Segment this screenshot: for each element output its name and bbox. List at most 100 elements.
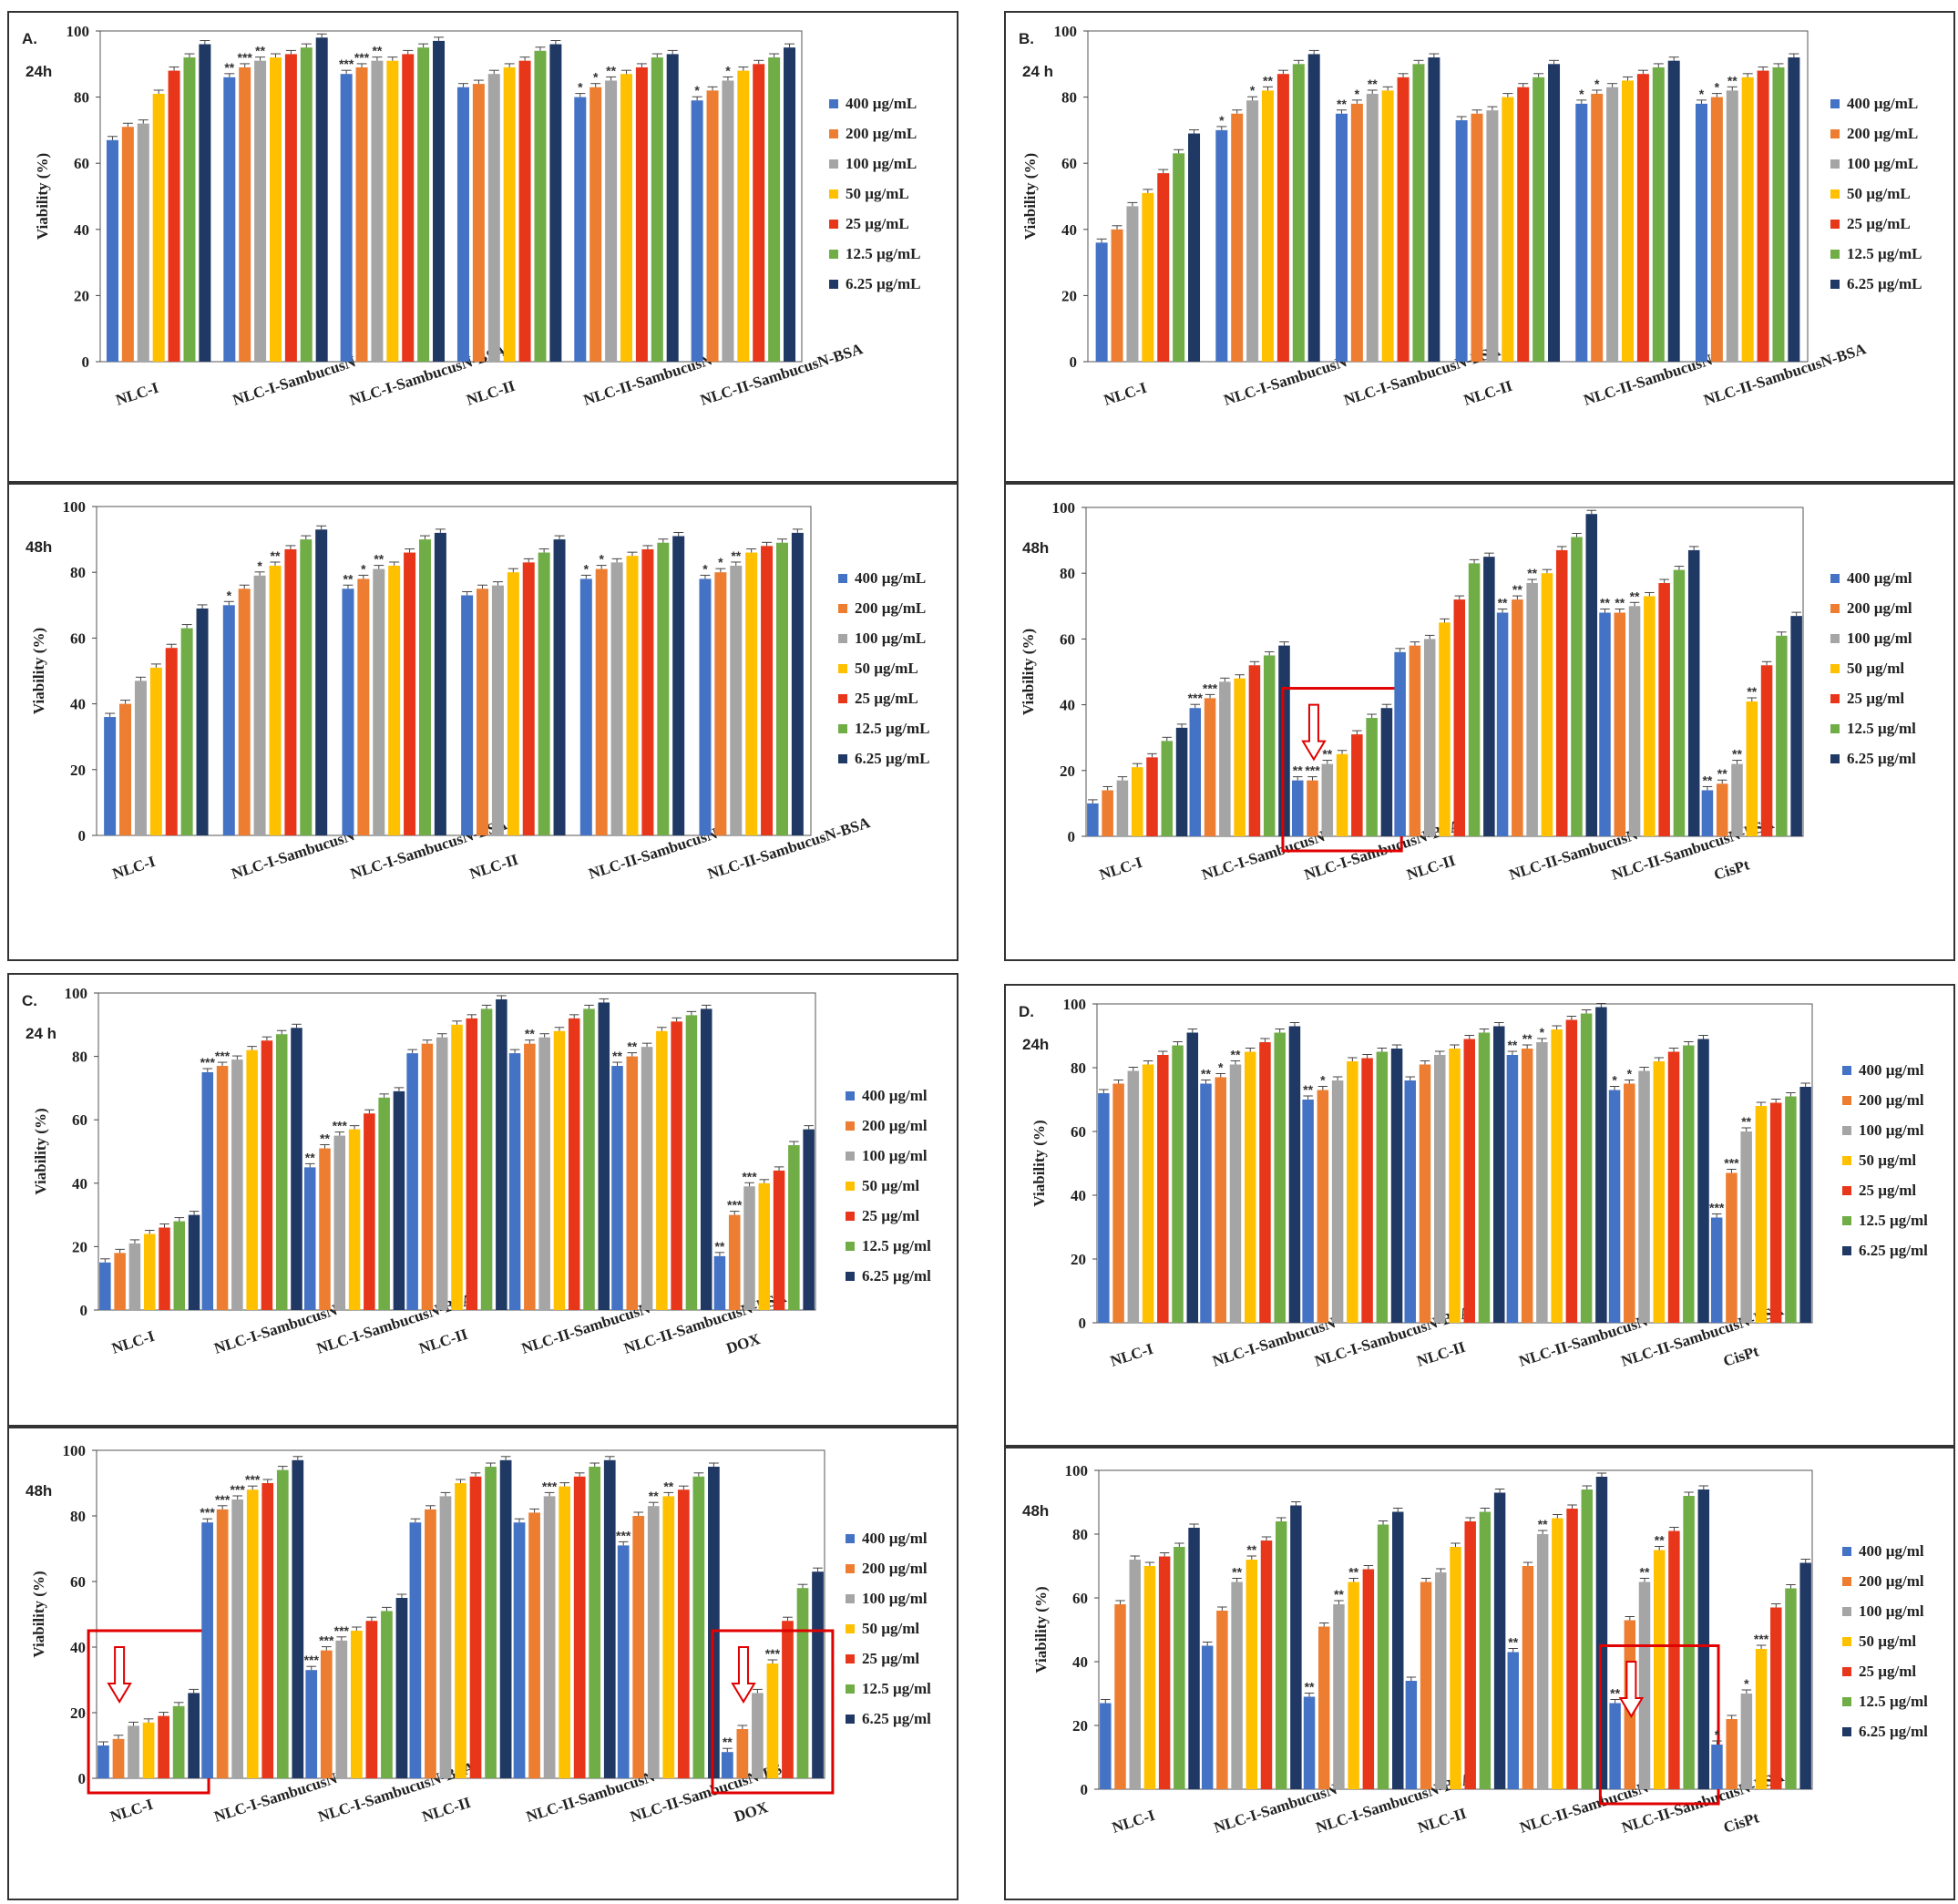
bar	[1799, 1087, 1811, 1323]
legend-label: 12.5 µg/mL	[855, 720, 930, 737]
bar	[1246, 1560, 1258, 1789]
panel-label: D.	[1019, 1003, 1034, 1020]
bar	[782, 1621, 794, 1778]
legend-swatch	[1842, 1156, 1851, 1165]
bar	[1548, 64, 1561, 363]
bar	[97, 1745, 109, 1778]
bar	[657, 542, 670, 835]
bar	[568, 1018, 580, 1310]
significance-mark: **	[723, 1735, 733, 1749]
significance-mark: *	[361, 561, 366, 576]
bar	[291, 1028, 302, 1310]
bar	[1276, 74, 1289, 362]
bar	[775, 542, 788, 835]
legend-label: 200 µg/ml	[862, 1560, 928, 1577]
bar	[513, 1522, 526, 1778]
significance-mark: ***	[231, 1482, 246, 1497]
legend-label: 25 µg/ml	[862, 1650, 919, 1667]
y-tick-label: 0	[80, 1302, 88, 1319]
significance-mark: ***	[542, 1479, 558, 1493]
significance-mark: **	[271, 548, 281, 563]
bar	[1248, 665, 1261, 836]
significance-mark: ***	[1203, 681, 1218, 695]
bar	[700, 1008, 712, 1310]
bar	[371, 60, 384, 363]
category-label: NLC-II	[417, 1326, 470, 1357]
legend-label: 6.25 µg/ml	[1859, 1242, 1928, 1259]
bar	[1186, 1032, 1199, 1323]
bar	[121, 127, 134, 362]
significance-mark: *	[227, 588, 232, 602]
bar	[1146, 757, 1158, 836]
y-axis-label: Viability (%)	[1020, 629, 1037, 715]
bar	[292, 1459, 304, 1778]
bar	[538, 1037, 550, 1310]
bar	[784, 47, 796, 363]
category-label: NLC-I	[110, 853, 158, 883]
bar	[1423, 639, 1436, 836]
chart-panel-b-48h: 0 20 40 60 80 100 Viability (%) 48h NLC-I *** *** N…	[1004, 483, 1955, 961]
bar	[603, 1459, 616, 1778]
bar	[1683, 1045, 1695, 1323]
bar	[1173, 153, 1185, 362]
bar	[635, 67, 648, 363]
bar	[1785, 1096, 1797, 1323]
bar	[579, 578, 592, 835]
bar	[1439, 622, 1451, 836]
bar	[199, 44, 211, 363]
bar	[574, 97, 587, 362]
bar	[1506, 1055, 1519, 1323]
significance-mark: **	[1655, 1533, 1665, 1548]
legend-label: 400 µg/ml	[862, 1087, 928, 1104]
legend-label: 12.5 µg/mL	[846, 245, 921, 262]
significance-mark: ***	[304, 1653, 320, 1667]
bar	[752, 1693, 764, 1778]
bar	[1453, 599, 1466, 836]
bar	[617, 1545, 630, 1778]
significance-mark: **	[320, 1131, 330, 1146]
bar	[1591, 93, 1604, 362]
significance-mark: **	[1717, 766, 1727, 781]
bar	[1335, 113, 1348, 362]
bar	[737, 70, 750, 362]
bar	[1142, 1064, 1154, 1323]
bar	[275, 1034, 288, 1310]
bar	[1697, 1039, 1709, 1323]
y-tick-label: 100	[63, 498, 87, 516]
significance-mark: ***	[200, 1055, 216, 1070]
legend-label: 100 µg/ml	[1847, 630, 1912, 647]
legend-swatch	[1830, 280, 1840, 289]
bar	[1687, 549, 1700, 836]
bar	[303, 1167, 316, 1310]
legend-label: 200 µg/ml	[862, 1117, 928, 1134]
significance-mark: ***	[354, 50, 370, 65]
legend-label: 400 µg/ml	[862, 1530, 928, 1547]
bar	[1126, 206, 1139, 362]
significance-mark: **	[1522, 1031, 1533, 1046]
legend-label: 25 µg/mL	[846, 215, 909, 232]
bar	[1479, 1511, 1492, 1789]
bar	[1380, 708, 1393, 836]
plot-frame	[96, 506, 812, 836]
bar	[1450, 1547, 1461, 1789]
significance-mark: **	[1507, 1038, 1517, 1052]
significance-mark: *	[1594, 77, 1600, 91]
bar	[605, 80, 618, 362]
legend-swatch	[829, 159, 838, 169]
legend-swatch	[846, 1152, 855, 1161]
legend-swatch	[829, 250, 838, 259]
bar	[201, 1522, 213, 1778]
bar	[1351, 734, 1363, 836]
bar	[1100, 1703, 1112, 1789]
bar	[433, 40, 446, 362]
bar	[507, 572, 519, 835]
bar	[699, 578, 712, 835]
bar	[791, 532, 804, 835]
bar	[439, 1496, 452, 1778]
bar	[261, 1040, 273, 1310]
significance-mark: ***	[339, 56, 354, 71]
y-tick-label: 60	[74, 155, 89, 172]
bar	[365, 1621, 378, 1778]
